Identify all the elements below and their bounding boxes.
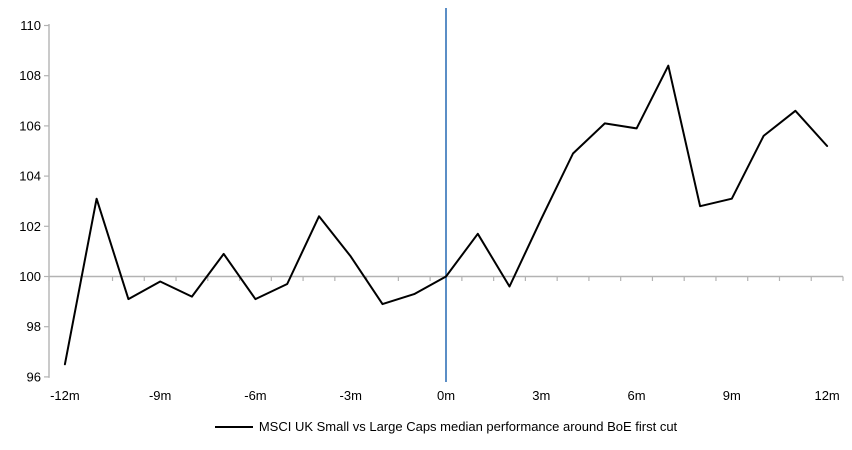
y-axis-tick-label: 100 — [19, 269, 41, 284]
y-axis-tick-label: 98 — [27, 319, 41, 334]
y-axis-tick-label: 110 — [20, 18, 41, 33]
x-axis-tick-label: 9m — [723, 388, 741, 403]
y-axis-tick-label: 102 — [19, 219, 41, 234]
y-axis-tick-label: 104 — [19, 169, 41, 184]
x-axis-tick-label: 6m — [628, 388, 646, 403]
series-line — [63, 64, 829, 366]
legend-line-swatch — [214, 425, 253, 428]
x-axis-tick-label: 0m — [437, 388, 455, 403]
legend-label: MSCI UK Small vs Large Caps median perfo… — [258, 419, 678, 434]
x-axis-tick-label: 12m — [814, 388, 839, 403]
x-axis-tick-label: -9m — [149, 388, 171, 403]
legend: MSCI UK Small vs Large Caps median perfo… — [49, 419, 843, 434]
x-axis-tick-label: 3m — [532, 388, 550, 403]
x-axis-tick-label: -3m — [340, 388, 362, 403]
y-axis-tick-label: 96 — [27, 369, 41, 384]
y-axis-tick-label: 106 — [19, 118, 41, 133]
x-axis-tick-label: -6m — [244, 388, 266, 403]
x-axis-tick-label: -12m — [50, 388, 80, 403]
y-axis-tick-label: 108 — [19, 68, 41, 83]
